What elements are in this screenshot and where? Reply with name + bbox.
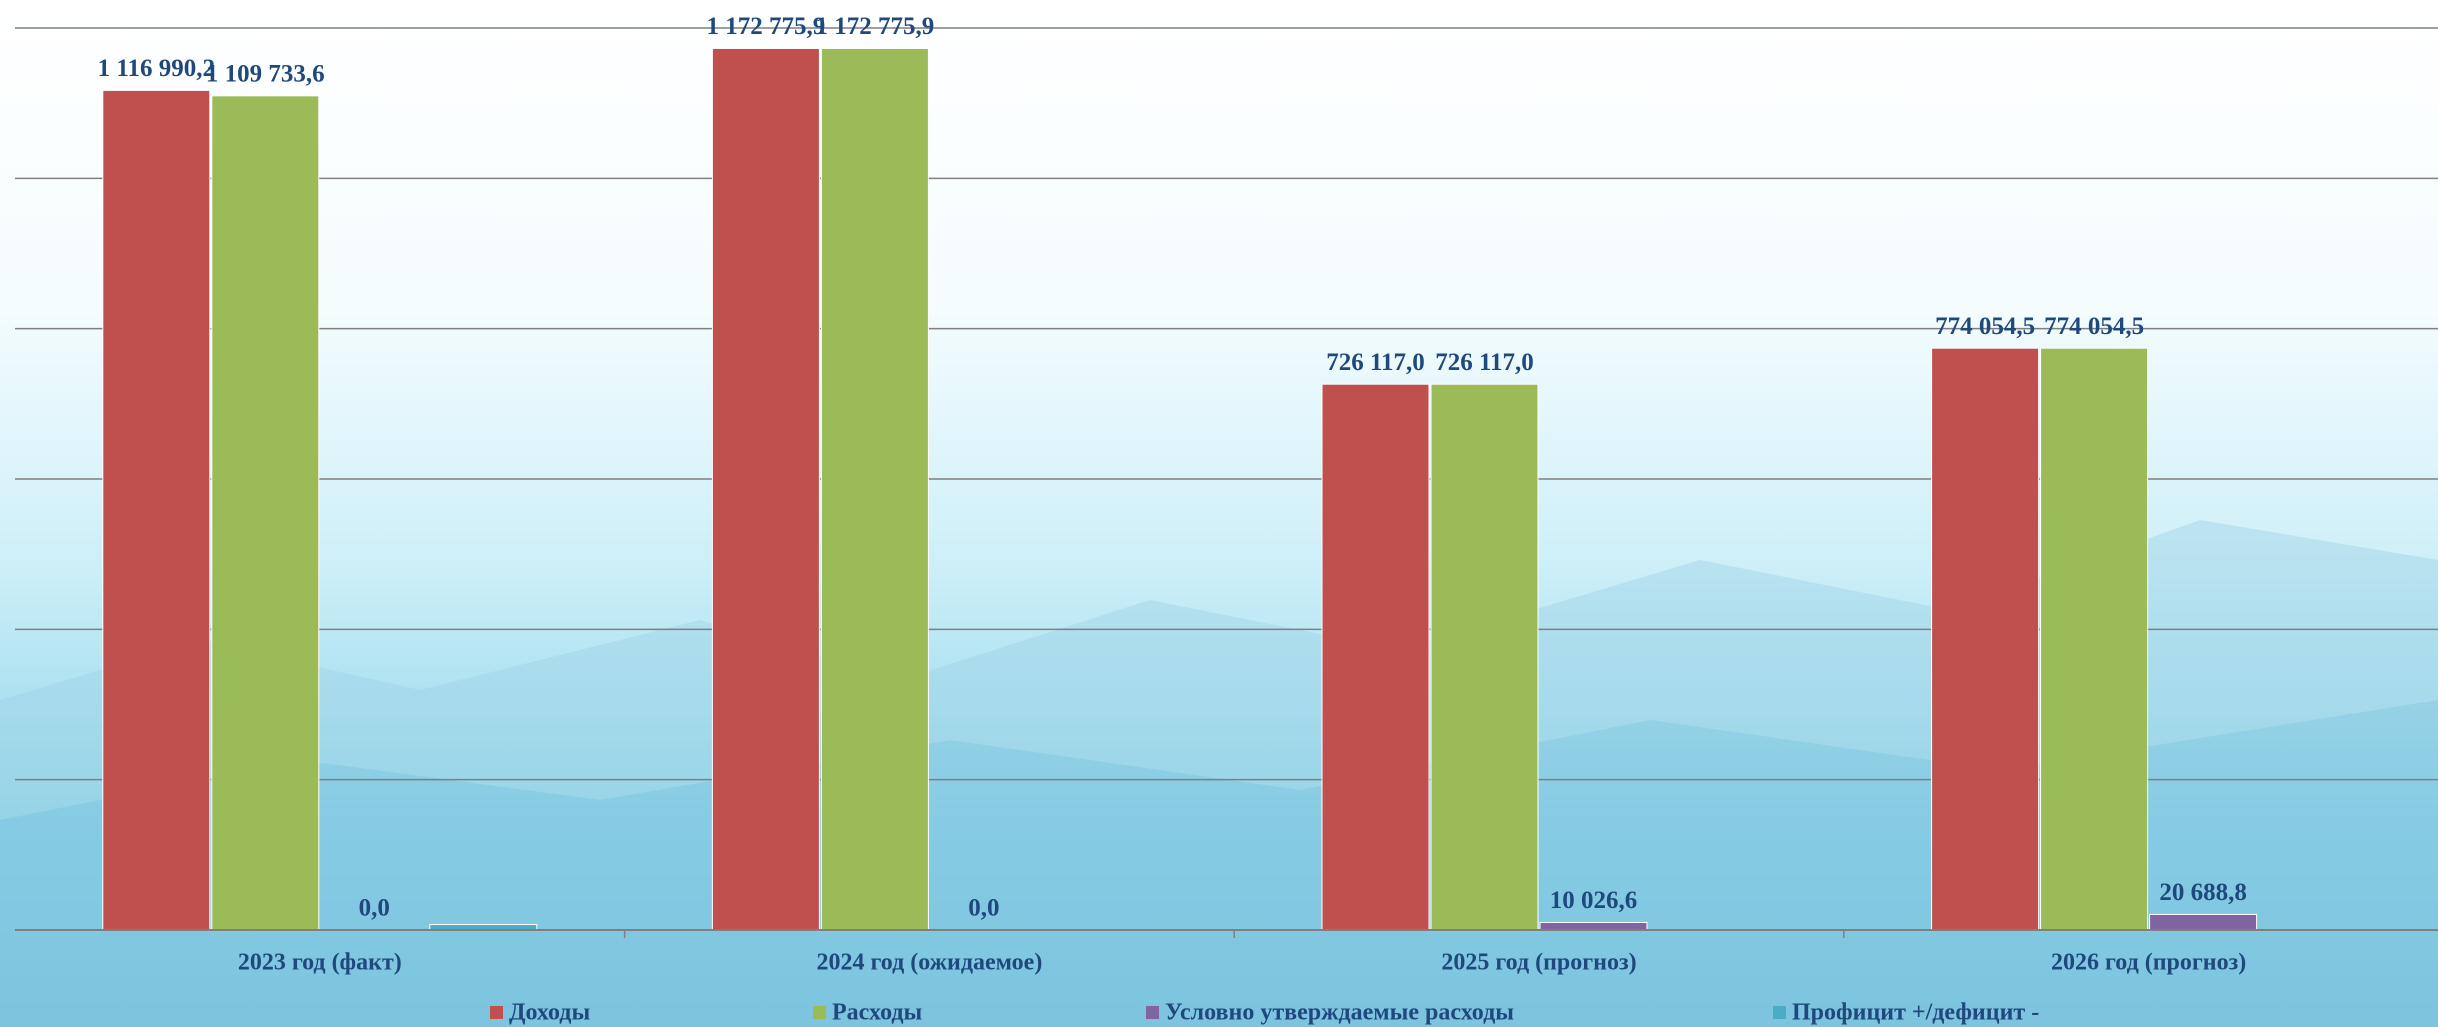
x-tick-label: 2026 год (прогноз) [2051, 950, 2246, 976]
legend-swatch [813, 1006, 826, 1019]
legend-swatch [1773, 1006, 1786, 1019]
data-label: 0,0 [968, 895, 999, 922]
bar [211, 95, 320, 931]
bar [2040, 347, 2149, 931]
data-label: 0,0 [359, 895, 390, 922]
mountain-range [0, 520, 2438, 1027]
data-label: 1 172 775,9 [707, 13, 826, 40]
x-tick-label: 2024 год (ожидаемое) [816, 950, 1042, 976]
mountain-range-near [0, 700, 2438, 1027]
bar [711, 47, 820, 931]
bar [102, 89, 211, 931]
data-label: 774 054,5 [2044, 313, 2144, 340]
legend-label: Условно утверждаемые расходы [1165, 1000, 1514, 1026]
bar [1931, 347, 2040, 931]
data-label: 1 172 775,9 [816, 13, 935, 40]
x-tick-label: 2025 год (прогноз) [1441, 950, 1636, 976]
legend-label: Расходы [832, 1000, 923, 1026]
legend-label: Доходы [509, 1000, 590, 1026]
data-label: 726 117,0 [1326, 349, 1425, 376]
x-tick-label: 2023 год (факт) [238, 950, 402, 976]
background-mountains [0, 520, 2438, 1027]
legend-label: Профицит +/дефицит - [1792, 1000, 2039, 1026]
legend-swatch [1146, 1006, 1159, 1019]
bar [2149, 913, 2258, 931]
legend-swatch [490, 1006, 503, 1019]
data-label: 1 116 990,2 [98, 55, 215, 82]
data-label: 726 117,0 [1435, 349, 1534, 376]
data-label: 1 109 733,6 [206, 61, 325, 88]
bar [820, 47, 929, 931]
bar [1321, 383, 1430, 931]
bar [1430, 383, 1539, 931]
data-label: 20 688,8 [2159, 879, 2247, 906]
bar [1539, 921, 1648, 931]
data-label: 774 054,5 [1935, 313, 2035, 340]
data-label: 10 026,6 [1550, 887, 1638, 914]
